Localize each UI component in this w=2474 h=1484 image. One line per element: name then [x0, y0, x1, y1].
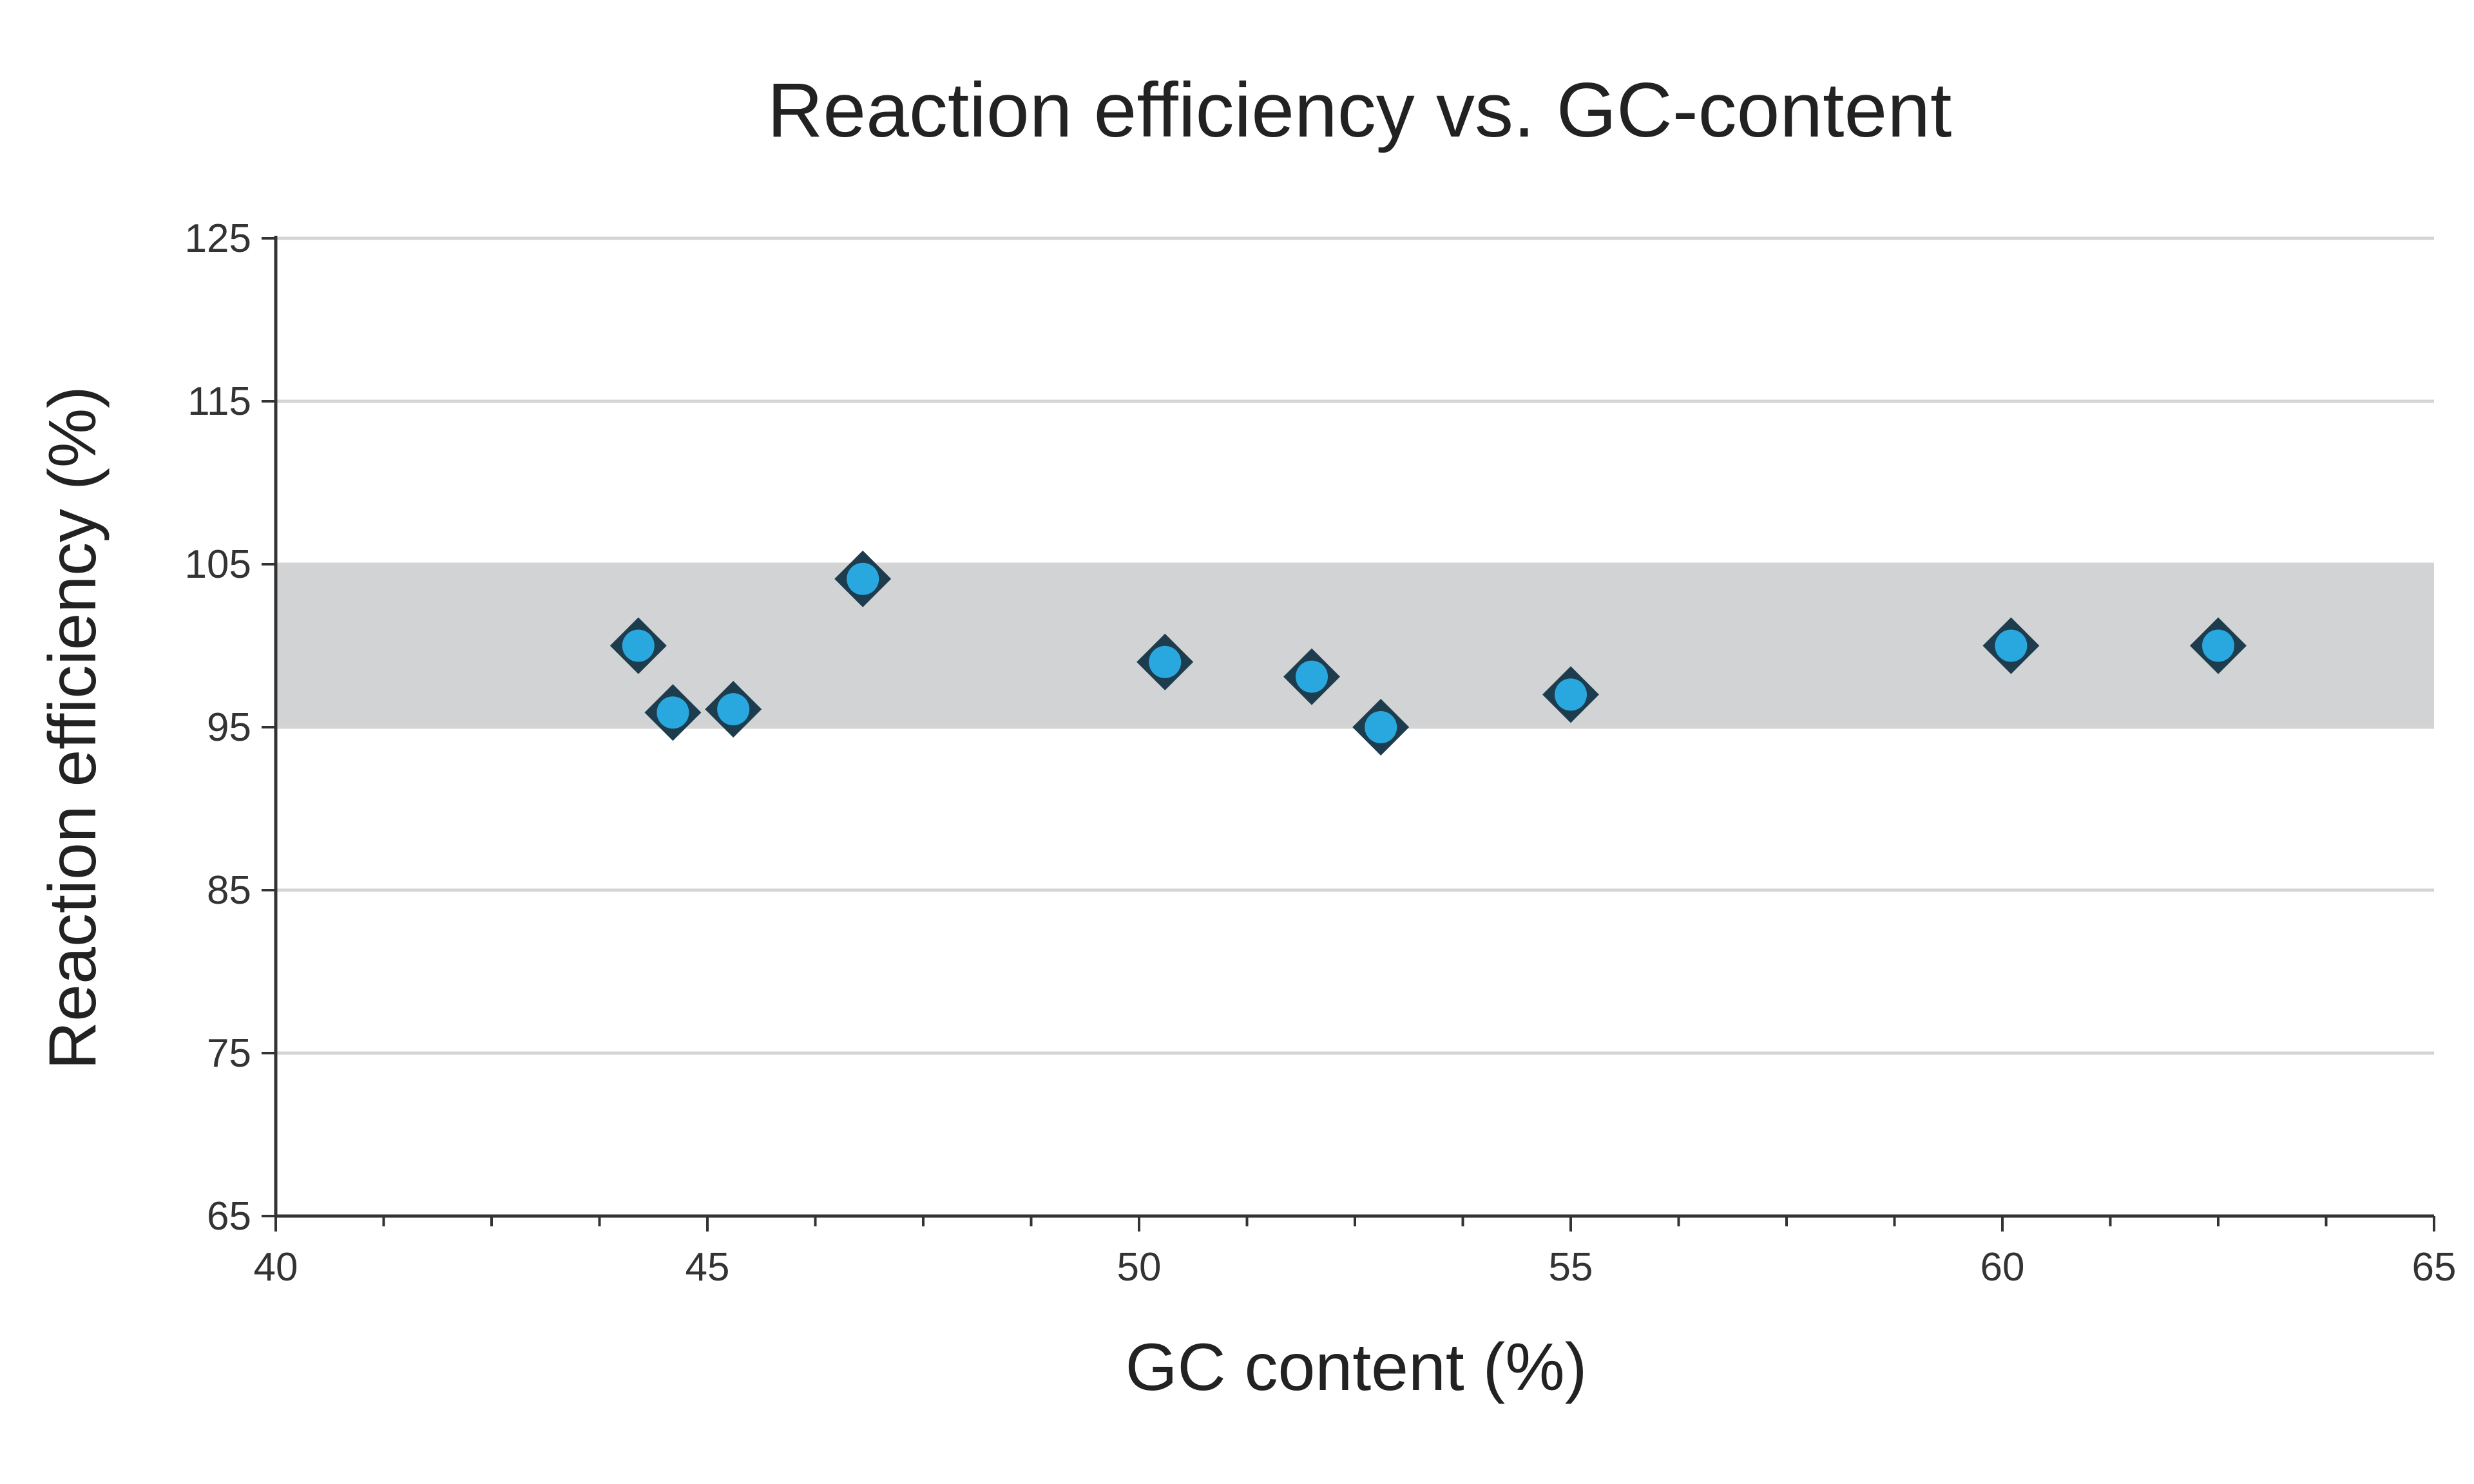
y-tick-label: 65	[207, 1194, 251, 1239]
x-axis-title: GC content (%)	[1126, 1330, 1587, 1405]
data-point	[1352, 699, 1410, 756]
acceptable-range-band	[276, 564, 2434, 727]
data-point	[1982, 617, 2040, 674]
y-tick-label: 105	[185, 542, 251, 587]
x-tick-label: 65	[2412, 1245, 2457, 1289]
data-point	[1136, 633, 1194, 690]
data-point-fill	[1995, 629, 2028, 662]
y-tick-label: 115	[187, 379, 251, 424]
x-tick-label: 55	[1549, 1245, 1593, 1289]
y-tick-label: 85	[207, 868, 251, 913]
data-point	[1283, 648, 1340, 705]
data-point-fill	[1365, 711, 1397, 743]
x-tick-label: 40	[254, 1245, 298, 1289]
data-point-fill	[622, 629, 655, 662]
data-point-fill	[2202, 629, 2234, 662]
chart-title: Reaction efficiency vs. GC-content	[767, 67, 1952, 153]
data-point-fill	[1296, 660, 1328, 693]
data-point	[1542, 666, 1599, 723]
y-tick-label: 125	[185, 216, 251, 261]
data-point-fill	[847, 562, 879, 595]
data-point	[609, 617, 667, 674]
y-axis-title: Reaction efficiency (%)	[35, 386, 110, 1070]
data-point	[705, 681, 762, 738]
x-tick-label: 60	[1980, 1245, 2025, 1289]
data-point-fill	[657, 696, 689, 729]
data-point-fill	[1149, 645, 1182, 678]
y-tick-label: 75	[207, 1031, 251, 1076]
data-point	[2190, 617, 2247, 674]
data-point-fill	[1555, 678, 1587, 711]
x-tick-label: 45	[686, 1245, 730, 1289]
data-point-fill	[717, 693, 750, 726]
data-point	[834, 550, 892, 607]
data-point	[644, 684, 702, 741]
y-tick-label: 95	[207, 705, 251, 750]
x-tick-label: 50	[1117, 1245, 1162, 1289]
